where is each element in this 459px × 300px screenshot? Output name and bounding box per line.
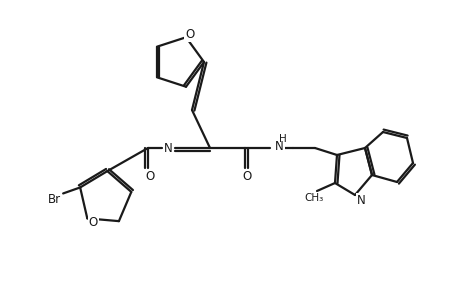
Text: N: N: [356, 194, 364, 206]
Text: O: O: [89, 216, 98, 229]
Text: N: N: [163, 142, 172, 154]
Text: O: O: [242, 170, 251, 184]
Text: CH₃: CH₃: [304, 193, 323, 203]
Text: O: O: [145, 170, 154, 184]
Text: N: N: [274, 140, 283, 154]
Text: H: H: [279, 134, 286, 144]
Text: O: O: [185, 28, 194, 41]
Text: Br: Br: [47, 193, 61, 206]
